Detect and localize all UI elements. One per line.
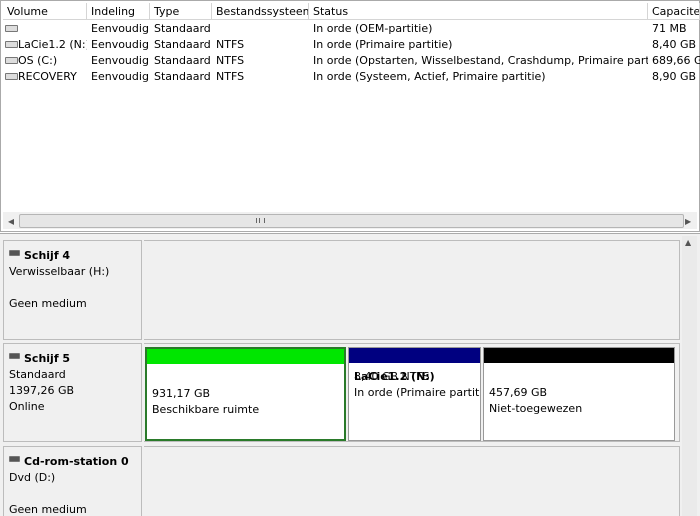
disk-info: 1397,26 GB	[9, 384, 75, 397]
column-header[interactable]: Status	[309, 3, 648, 20]
drive-icon	[5, 57, 18, 64]
list-cell[interactable]: 8,90 GB	[652, 70, 697, 83]
disk-name: Schijf 4	[24, 249, 71, 262]
volume-list	[0, 0, 700, 232]
drive-icon	[5, 25, 18, 32]
list-cell[interactable]: 71 MB	[652, 22, 687, 35]
partition-title: LaCie1.2 (N:)	[354, 370, 435, 383]
list-cell[interactable]: Eenvoudig	[91, 70, 149, 83]
arrow-left[interactable]: ◀	[8, 217, 15, 226]
column-header[interactable]: Indeling	[87, 3, 150, 20]
partition-info: In orde (Primaire partiti	[354, 386, 480, 399]
v-scrollbar[interactable]: ▲	[682, 236, 697, 516]
list-cell[interactable]: OS (C:)	[18, 54, 58, 67]
partition-info: 8,40 GB NTFS	[354, 370, 430, 383]
disk-area	[144, 446, 680, 516]
disk-label[interactable]	[3, 240, 142, 340]
list-cell[interactable]: NTFS	[216, 38, 245, 51]
list-cell[interactable]: 689,66 G	[652, 54, 700, 67]
disk-icon	[9, 250, 20, 256]
disk-info: Standaard	[9, 368, 66, 381]
disk-label[interactable]	[3, 343, 142, 442]
h-scrollbar[interactable]: ◀ ▶	[3, 212, 697, 229]
disk-label[interactable]	[3, 446, 142, 516]
partition[interactable]: 457,69 GB Niet-toegewezen	[483, 347, 675, 441]
disk-area	[144, 240, 680, 340]
partition-bar	[147, 349, 344, 364]
column-header[interactable]: Type	[150, 3, 212, 20]
list-cell[interactable]: In orde (OEM-partitie)	[313, 22, 433, 35]
column-header[interactable]: Bestandssysteem	[212, 3, 309, 20]
list-cell[interactable]: In orde (Opstarten, Wisselbestand, Crash…	[313, 54, 648, 67]
column-header[interactable]: Volume	[3, 3, 87, 20]
list-cell[interactable]: Standaard	[154, 22, 211, 35]
partition-bar	[349, 348, 480, 363]
list-cell[interactable]: LaCie1.2 (N:)	[18, 38, 87, 51]
list-cell[interactable]: Eenvoudig	[91, 54, 149, 67]
list-cell[interactable]: Standaard	[154, 38, 211, 51]
list-cell[interactable]: Standaard	[154, 54, 211, 67]
list-cell[interactable]: Eenvoudig	[91, 38, 149, 51]
list-cell[interactable]: Standaard	[154, 70, 211, 83]
list-cell[interactable]: RECOVERY	[18, 70, 77, 83]
list-cell[interactable]: NTFS	[216, 70, 245, 83]
disk-info: Geen medium	[9, 297, 87, 310]
drive-icon	[5, 73, 18, 80]
drive-icon	[5, 41, 18, 48]
partition-info: Beschikbare ruimte	[152, 403, 260, 416]
partition-info: 457,69 GB	[489, 386, 548, 399]
disk-name: Schijf 5	[24, 352, 71, 365]
disk-info: Verwisselbaar (H:)	[9, 265, 110, 278]
disk-name: Cd-rom-station 0	[24, 455, 129, 468]
disk-icon	[9, 353, 20, 359]
list-cell[interactable]: Eenvoudig	[91, 22, 149, 35]
disk-info: Dvd (D:)	[9, 471, 56, 484]
disk-icon	[9, 456, 20, 462]
grip	[259, 218, 260, 223]
disk-info: Online	[9, 400, 45, 413]
partition[interactable]: LaCie1.2 (N:) 8,40 GB NTFS In orde (Primai…	[348, 347, 481, 441]
arrow-up[interactable]: ▲	[685, 238, 692, 247]
column-header[interactable]: Capacite	[648, 3, 700, 20]
partition-bar	[484, 348, 674, 363]
list-cell[interactable]: In orde (Primaire partitie)	[313, 38, 453, 51]
list-cell[interactable]: NTFS	[216, 54, 245, 67]
list-cell[interactable]: In orde (Systeem, Actief, Primaire parti…	[313, 70, 546, 83]
scroll-thumb[interactable]	[19, 214, 684, 228]
arrow-right[interactable]: ▶	[685, 217, 692, 226]
disk-info: Geen medium	[9, 503, 87, 516]
grip	[256, 218, 265, 223]
partition[interactable]: 931,17 GB Beschikbare ruimte	[145, 347, 346, 441]
partition-info: 931,17 GB	[152, 387, 211, 400]
list-cell[interactable]: 8,40 GB	[652, 38, 697, 51]
partition-info: Niet-toegewezen	[489, 402, 583, 415]
